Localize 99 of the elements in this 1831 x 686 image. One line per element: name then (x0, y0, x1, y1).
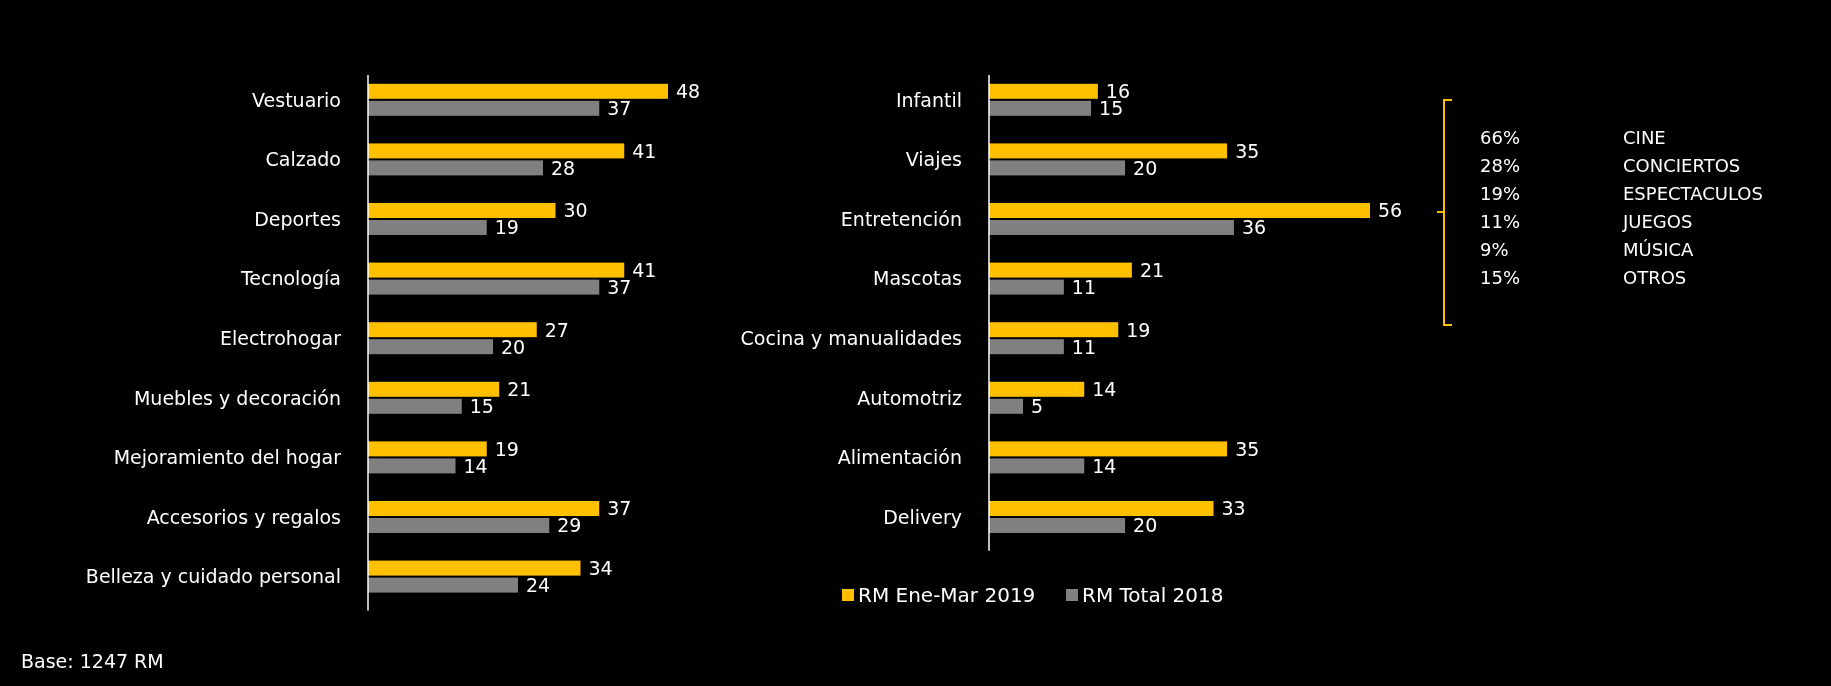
data-label: 11 (1071, 335, 1097, 358)
text: 9% (1480, 239, 1509, 261)
bar (989, 441, 1228, 457)
bar (368, 518, 550, 533)
bar (368, 441, 487, 457)
y-tick-label: Electrohogar (219, 327, 342, 350)
bar (989, 203, 1370, 218)
data-label: 27 (544, 318, 569, 341)
data-label: 21 (507, 378, 532, 401)
y-tick-label: Calzado (265, 148, 341, 171)
y-tick-label: Cocina y manualidades (740, 327, 962, 350)
data-label: 5 (1031, 395, 1044, 418)
bar (989, 322, 1119, 338)
y-tick-label: Infantil (895, 88, 962, 111)
bar (989, 160, 1126, 176)
text: 66% (1480, 127, 1521, 149)
category-label: ESPECTACULOS (1623, 183, 1763, 205)
bar (368, 458, 456, 474)
category-label: JUEGOS (1622, 211, 1693, 233)
y-tick-label: Deportes (254, 207, 341, 230)
data-label: 37 (607, 97, 632, 120)
bar (368, 501, 600, 516)
data-label: 20 (1133, 514, 1158, 537)
data-label: 35 (1235, 139, 1260, 162)
bar (989, 381, 1085, 397)
y-tick-label: Alimentación (837, 446, 962, 469)
data-label: 20 (1133, 156, 1158, 179)
data-label: 41 (632, 258, 657, 281)
y-tick-label: Belleza y cuidado personal (85, 565, 341, 588)
bar (368, 339, 493, 355)
data-label: 33 (1221, 497, 1246, 520)
category-label: CONCIERTOS (1623, 155, 1741, 177)
data-label: 14 (463, 454, 488, 477)
y-tick-label: Delivery (883, 505, 962, 528)
data-label: 15 (1099, 97, 1124, 120)
data-label: 36 (1241, 216, 1267, 239)
text: 11% (1480, 211, 1521, 233)
data-label: 29 (557, 514, 582, 537)
data-label: 24 (526, 573, 551, 596)
bar (989, 143, 1228, 159)
bar (989, 220, 1234, 235)
legend-label: RM Ene-Mar 2019 (858, 583, 1036, 608)
bar (989, 339, 1064, 355)
bar (989, 262, 1132, 278)
text: Base: 1247 RM (21, 650, 164, 672)
data-label: 11 (1071, 275, 1097, 298)
data-label: 48 (676, 80, 701, 103)
text: 28% (1480, 155, 1521, 177)
data-label: 19 (494, 216, 519, 239)
y-tick-label: Mejoramiento del hogar (113, 446, 342, 469)
data-label: 15 (469, 395, 494, 418)
bar (989, 518, 1126, 533)
bar (368, 279, 600, 295)
bar (368, 160, 543, 176)
y-tick-label: Entretención (840, 207, 962, 230)
bar (989, 100, 1092, 116)
data-label: 30 (563, 199, 588, 222)
bar (368, 560, 581, 576)
data-label: 37 (607, 497, 632, 520)
bar (989, 279, 1064, 295)
bar (989, 398, 1024, 414)
bar (989, 83, 1098, 99)
y-tick-label: Automotriz (857, 386, 963, 409)
data-label: 37 (607, 275, 632, 298)
bar (368, 100, 600, 116)
bar (989, 501, 1214, 516)
bar (368, 83, 668, 99)
y-tick-label: Mascotas (873, 267, 962, 290)
data-label: 19 (494, 437, 519, 460)
bar (368, 322, 537, 338)
bar (368, 203, 556, 218)
bar (368, 220, 487, 235)
bar (368, 381, 500, 397)
text: 19% (1480, 183, 1521, 205)
legend-label: RM Total 2018 (1082, 583, 1224, 608)
category-label: CINE (1623, 127, 1666, 149)
data-label: 19 (1126, 318, 1151, 341)
text: 15% (1480, 267, 1521, 289)
data-label: 56 (1378, 199, 1403, 222)
data-label: 21 (1139, 258, 1165, 281)
data-label: 28 (551, 156, 576, 179)
bar (989, 458, 1085, 474)
data-label: 20 (501, 335, 526, 358)
data-label: 14 (1092, 454, 1117, 477)
bar (368, 398, 462, 414)
data-label: 41 (632, 139, 657, 162)
y-tick-label: Accesorios y regalos (146, 505, 341, 528)
category-label: OTROS (1623, 267, 1687, 289)
y-tick-label: Tecnología (239, 267, 341, 290)
data-label: 14 (1092, 378, 1117, 401)
category-label: MÚSICA (1623, 239, 1695, 261)
data-label: 35 (1235, 437, 1260, 460)
y-tick-label: Viajes (905, 148, 962, 171)
y-tick-label: Muebles y decoración (133, 386, 341, 409)
bar (368, 143, 625, 159)
bar (368, 262, 625, 278)
bar (368, 577, 518, 593)
y-tick-label: Vestuario (252, 88, 341, 111)
data-label: 34 (588, 556, 613, 579)
